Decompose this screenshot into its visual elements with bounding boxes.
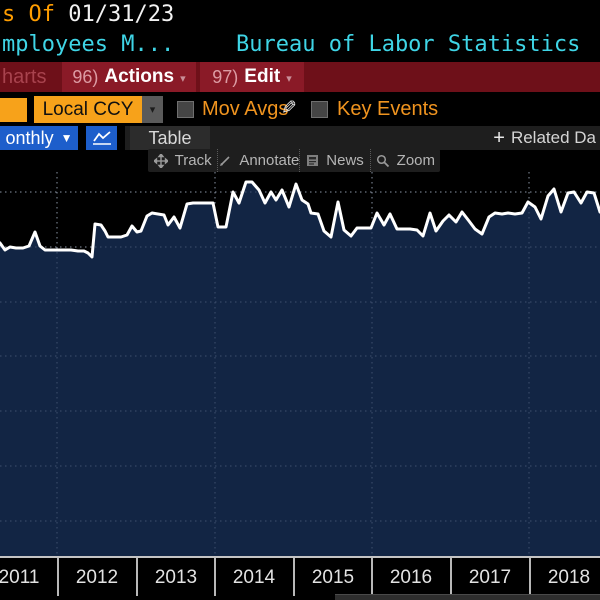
x-tick-label: 2015: [311, 567, 355, 588]
local-ccy-label: Local CCY: [42, 98, 134, 120]
plus-icon: +: [493, 126, 505, 149]
related-data-label: Related Da: [510, 128, 596, 147]
chevron-down-icon: ▾: [149, 104, 156, 116]
track-crosshair-icon: [153, 153, 168, 168]
x-tick-label: 2014: [232, 567, 276, 588]
x-tick-label: 2011: [0, 567, 40, 588]
menu-actions-label: Actions: [104, 66, 175, 87]
annotate-label: Annotate: [239, 152, 300, 169]
zoom-button[interactable]: Zoom: [371, 149, 440, 172]
data-source-label: Bureau of Labor Statistics: [236, 32, 581, 57]
menu-charts-label: harts: [2, 65, 47, 88]
tab-strip: Table + Related Da: [125, 126, 600, 150]
menu-actions-number: 96): [72, 66, 99, 87]
key-events-label: Key Events: [337, 98, 439, 120]
mov-avgs-checkbox[interactable]: [177, 101, 194, 118]
news-button[interactable]: News: [300, 149, 371, 172]
chevron-down-icon: ▼: [60, 131, 73, 145]
chart-toolbar: Track Annotate News: [148, 149, 440, 172]
chart-view-button[interactable]: [86, 126, 117, 150]
area-fill: [0, 182, 600, 556]
chevron-down-icon: ▾: [180, 73, 186, 85]
related-data-button[interactable]: + Related Da: [493, 126, 596, 150]
x-axis-tick: [136, 558, 138, 596]
menu-actions-button[interactable]: 96) Actions ▾: [62, 62, 196, 92]
x-axis-tick: [214, 558, 216, 596]
x-axis: 2011 2012 2013 2014 2015 2016 2017 2018: [0, 556, 600, 600]
chart-plot-area[interactable]: [0, 172, 600, 556]
pencil-icon[interactable]: ✎: [281, 98, 297, 119]
as-of-line: s Of 01/31/23: [2, 2, 174, 27]
x-tick-label: 2016: [389, 567, 433, 588]
x-axis-tick: [293, 558, 295, 596]
as-of-label: s Of: [2, 2, 69, 27]
period-dropdown[interactable]: onthly ▼: [0, 126, 78, 150]
x-tick-label: 2013: [154, 567, 198, 588]
tab-row: onthly ▼ Table + Related Da: [0, 126, 600, 150]
series-title: mployees M...: [2, 32, 175, 57]
security-field-chip[interactable]: [0, 98, 27, 122]
menu-edit-button[interactable]: 97) Edit ▾: [200, 62, 304, 92]
as-of-date: 01/31/23: [68, 2, 175, 27]
horizontal-scrollbar[interactable]: [335, 594, 600, 600]
local-ccy-dropdown-button[interactable]: ▾: [142, 96, 163, 123]
filter-row: Local CCY ▾ Mov Avgs ✎ Key Events: [0, 95, 600, 125]
x-tick-label: 2012: [75, 567, 119, 588]
tab-table-label: Table: [148, 127, 192, 148]
zoom-label: Zoom: [396, 152, 436, 169]
track-label: Track: [174, 152, 212, 169]
x-axis-tick: [529, 558, 531, 596]
chevron-down-icon: ▾: [286, 73, 292, 85]
menubar: harts 96) Actions ▾ 97) Edit ▾: [0, 62, 600, 92]
mov-avgs-label: Mov Avgs: [202, 98, 289, 120]
magnifier-icon: [376, 154, 390, 168]
track-button[interactable]: Track: [148, 149, 219, 172]
key-events-checkbox[interactable]: [311, 101, 328, 118]
x-tick-label: 2017: [468, 567, 512, 588]
tab-table[interactable]: Table: [130, 126, 210, 150]
line-chart-icon: [92, 131, 111, 145]
menu-edit-number: 97): [212, 66, 239, 87]
price-line: [0, 180, 600, 259]
local-ccy-selector[interactable]: Local CCY: [34, 96, 142, 123]
x-axis-tick: [450, 558, 452, 596]
menu-charts[interactable]: harts: [0, 62, 60, 92]
news-label: News: [326, 152, 364, 169]
x-axis-tick: [371, 558, 373, 596]
x-tick-label: 2018: [547, 567, 591, 588]
x-axis-tick: [57, 558, 59, 596]
chart-canvas[interactable]: [0, 172, 600, 556]
annotate-pencil-icon: [218, 154, 232, 168]
menu-edit-label: Edit: [244, 66, 281, 87]
titlebar: s Of 01/31/23 mployees M... Bureau of La…: [0, 0, 600, 62]
period-label: onthly: [5, 127, 54, 148]
annotate-button[interactable]: Annotate: [218, 149, 301, 172]
news-icon: [306, 154, 319, 167]
